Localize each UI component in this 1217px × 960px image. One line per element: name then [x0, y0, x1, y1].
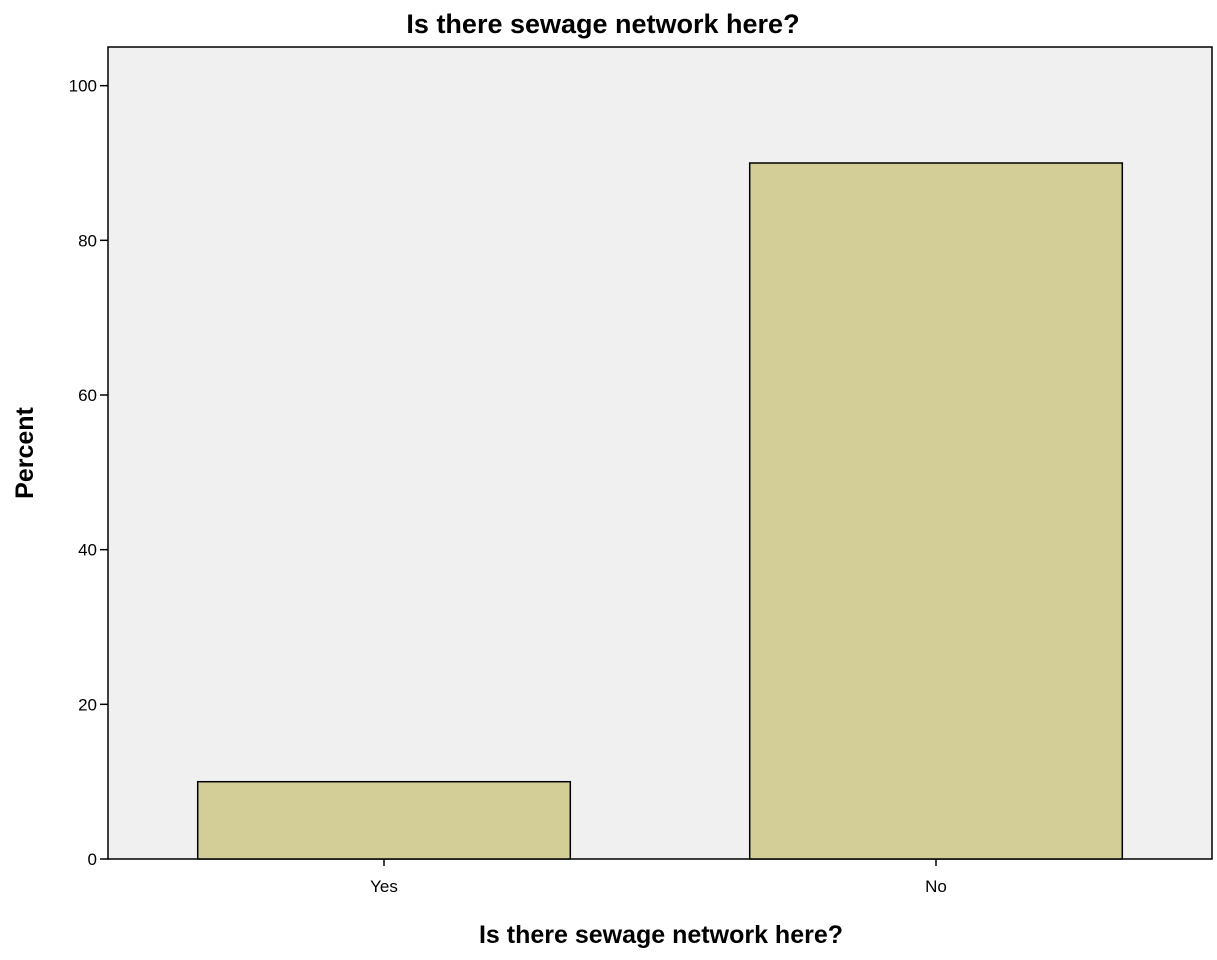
- y-tick-label: 80: [78, 231, 97, 250]
- bar-no: [748, 162, 1124, 860]
- bar-yes: [196, 780, 572, 860]
- x-tick-label: Yes: [370, 877, 398, 896]
- y-tick-label: 0: [88, 850, 97, 869]
- x-axis: Yes No: [370, 859, 947, 896]
- x-tick-label: No: [925, 877, 947, 896]
- y-axis-label: Percent: [11, 406, 39, 498]
- y-tick-label: 60: [78, 386, 97, 405]
- bars-layer: [196, 162, 1124, 860]
- chart-title: Is there sewage network here?: [406, 9, 799, 39]
- y-tick-label: 100: [69, 77, 97, 96]
- y-axis: 0 20 40 60 80 100: [69, 77, 108, 869]
- y-tick-label: 40: [78, 541, 97, 560]
- y-tick-label: 20: [78, 695, 97, 714]
- x-axis-label: Is there sewage network here?: [479, 921, 843, 949]
